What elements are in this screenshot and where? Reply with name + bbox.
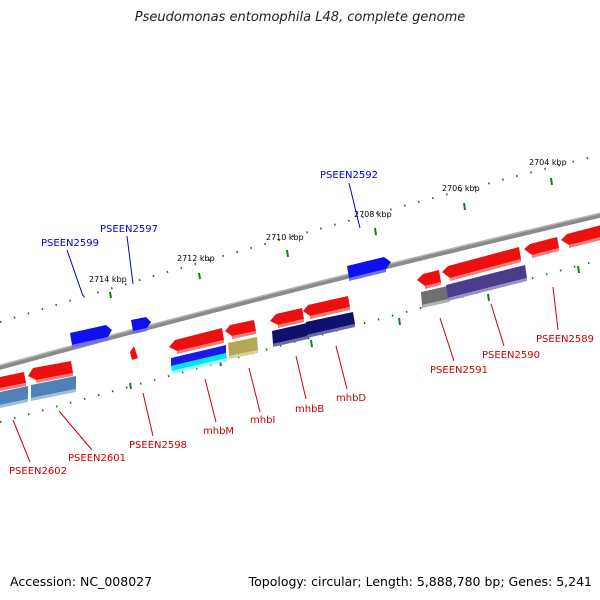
gene-PSEEN2590[interactable] [442,247,521,278]
gene-mhbD[interactable] [303,296,350,316]
label-mhbD[interactable]: mhbD [336,393,366,404]
genome-summary: Topology: circular; Length: 5,888,780 bp… [248,574,592,589]
forward-gene-labels: PSEEN2599 PSEEN2597 PSEEN2592 [41,170,378,249]
scale-label-2706: 2706 kbp [442,184,480,193]
scale-label-2704: 2704 kbp [529,158,567,167]
scale-label-2708: 2708 kbp [354,210,392,219]
label-leaders [12,182,559,463]
scale-label-2712: 2712 kbp [177,254,215,263]
reverse-gene-labels: PSEEN2602 PSEEN2601 PSEEN2598 mhbM mhbI … [9,334,594,477]
gene-PSEEN2597[interactable] [131,317,151,331]
label-PSEEN2590[interactable]: PSEEN2590 [482,350,540,361]
gene-PSEEN2602[interactable] [0,372,26,389]
gene-mhbM[interactable] [169,328,224,351]
feature-blocks [0,265,527,408]
forward-genes [70,257,391,348]
outer-tick-ring [0,154,600,323]
label-PSEEN2597[interactable]: PSEEN2597 [100,224,158,235]
gene-PSEEN2589[interactable] [524,237,559,255]
label-PSEEN2598[interactable]: PSEEN2598 [129,440,187,451]
scale-label-2714: 2714 kbp [89,275,127,284]
scale-label-2710: 2710 kbp [266,233,304,242]
inner-tick-ring [0,259,600,423]
gene-PSEEN2591[interactable] [417,270,441,286]
gene-mhbB[interactable] [270,308,304,325]
accession-text: Accession: NC_008027 [10,574,153,589]
gene-mhbI[interactable] [225,320,256,336]
label-PSEEN2602[interactable]: PSEEN2602 [9,466,67,477]
outer-major-ticks [109,177,553,299]
label-PSEEN2592[interactable]: PSEEN2592 [320,170,378,181]
gene-PSEEN2598[interactable] [130,346,138,360]
gene-PSEEN2601[interactable] [28,361,73,380]
label-PSEEN2589[interactable]: PSEEN2589 [536,334,594,345]
reverse-genes [0,225,600,392]
label-PSEEN2601[interactable]: PSEEN2601 [68,453,126,464]
gene-PSEEN2592[interactable] [347,257,391,278]
label-mhbI[interactable]: mhbI [250,415,275,426]
map-title: Pseudomonas entomophila L48, complete ge… [134,10,466,25]
label-PSEEN2591[interactable]: PSEEN2591 [430,365,488,376]
label-PSEEN2599[interactable]: PSEEN2599 [41,238,99,249]
gene-PSEEN2599[interactable] [70,325,112,345]
label-mhbB[interactable]: mhbB [295,404,324,415]
inner-major-ticks [129,265,580,390]
label-mhbM[interactable]: mhbM [203,426,234,437]
